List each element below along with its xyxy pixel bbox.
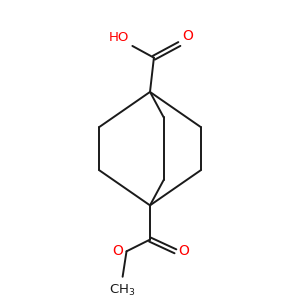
Text: O: O: [178, 244, 189, 258]
Text: CH$_3$: CH$_3$: [110, 283, 136, 298]
Text: O: O: [182, 29, 193, 43]
Text: O: O: [113, 244, 124, 258]
Text: HO: HO: [109, 31, 130, 44]
